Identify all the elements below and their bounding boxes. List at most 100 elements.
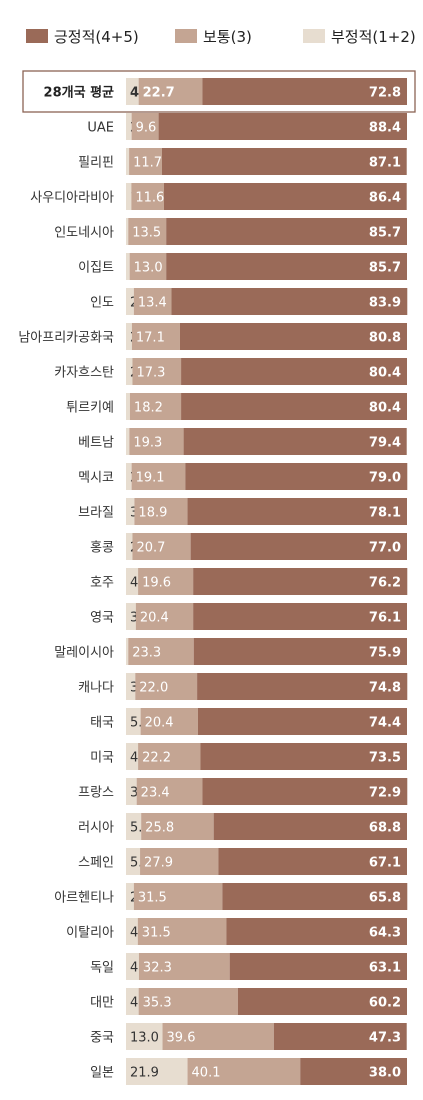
bar-negative	[126, 358, 133, 385]
value-label-neutral: 17.3	[136, 366, 165, 381]
legend-item-neutral: 보통(3)	[175, 22, 252, 50]
category-label: 아르헨티나	[54, 891, 114, 906]
value-label-positive: 76.2	[369, 576, 401, 591]
bar-negative	[126, 988, 139, 1015]
bar-neutral	[136, 778, 203, 805]
category-label: 이탈리아	[66, 926, 114, 941]
bar-neutral	[132, 358, 182, 385]
bar-neutral	[133, 288, 172, 315]
bar-negative	[126, 603, 136, 630]
bar-positive	[200, 743, 407, 770]
value-label-positive: 85.7	[369, 226, 401, 241]
category-label: 이집트	[78, 261, 114, 276]
value-label-positive: 80.4	[369, 366, 401, 381]
value-label-neutral: 13.0	[134, 261, 163, 276]
value-label-neutral: 9.6	[136, 121, 157, 136]
value-label-neutral: 40.1	[192, 1066, 221, 1081]
bar-positive	[300, 1058, 407, 1085]
bar-neutral	[137, 918, 227, 945]
bar-positive	[273, 1023, 407, 1050]
value-label-positive: 80.8	[369, 331, 401, 346]
value-label-positive: 38.0	[369, 1066, 401, 1081]
value-label-neutral: 11.7	[133, 156, 162, 171]
value-label-positive: 65.8	[369, 891, 401, 906]
value-label-negative: 21.9	[130, 1066, 159, 1081]
category-label: 인도네시아	[54, 226, 114, 241]
bar-neutral	[135, 673, 198, 700]
category-label: 남아프리카공화국	[18, 331, 114, 346]
value-label-neutral: 13.5	[132, 226, 161, 241]
bar-negative	[126, 1023, 163, 1050]
bar-positive	[197, 708, 407, 735]
bar-neutral	[138, 743, 201, 770]
bar-negative	[126, 183, 132, 210]
bar-negative	[126, 148, 130, 175]
category-label: 영국	[90, 611, 114, 626]
value-label-neutral: 22.2	[142, 751, 171, 766]
value-label-positive: 72.8	[369, 86, 401, 101]
bar-positive	[181, 358, 407, 385]
bar-positive	[193, 603, 407, 630]
bar-positive	[185, 463, 408, 490]
bar-negative	[126, 78, 139, 105]
category-label: 호주	[90, 576, 114, 591]
bar-positive	[163, 183, 407, 210]
value-label-negative: 13.0	[130, 1031, 159, 1046]
value-label-neutral: 20.4	[145, 716, 174, 731]
value-label-neutral: 31.5	[138, 891, 167, 906]
category-label: 홍콩	[90, 541, 114, 556]
value-label-neutral: 27.9	[144, 856, 173, 871]
bar-positive	[193, 638, 407, 665]
bar-neutral	[138, 988, 238, 1015]
value-label-positive: 64.3	[369, 926, 401, 941]
bar-neutral	[129, 253, 167, 280]
bar-neutral	[129, 393, 182, 420]
legend: 긍정적(4+5) 보통(3) 부정적(1+2)	[0, 22, 423, 50]
category-label: 브라질	[78, 506, 114, 521]
bar-neutral	[129, 148, 162, 175]
value-label-positive: 75.9	[369, 646, 401, 661]
category-label: 미국	[90, 751, 114, 766]
bar-neutral	[131, 463, 186, 490]
bar-neutral	[140, 708, 198, 735]
bar-negative	[126, 428, 130, 455]
bar-neutral	[128, 218, 167, 245]
value-label-positive: 85.7	[369, 261, 401, 276]
bar-positive	[222, 883, 408, 910]
category-label: 러시아	[78, 821, 114, 836]
legend-swatch-neutral	[175, 29, 197, 43]
value-label-positive: 78.1	[369, 506, 401, 521]
category-label: 독일	[90, 961, 114, 976]
bar-negative	[126, 883, 134, 910]
category-label: 28개국 평균	[44, 85, 114, 101]
legend-swatch-positive	[26, 29, 48, 43]
value-label-neutral: 31.5	[142, 926, 171, 941]
value-label-positive: 83.9	[369, 296, 401, 311]
value-label-positive: 73.5	[369, 751, 401, 766]
category-label: 카자흐스탄	[54, 366, 114, 381]
bar-negative	[126, 463, 132, 490]
bar-negative	[126, 708, 141, 735]
value-label-neutral: 11.6	[135, 191, 164, 206]
bar-positive	[190, 533, 407, 560]
bar-neutral	[129, 428, 184, 455]
bar-neutral	[138, 568, 194, 595]
bar-negative	[126, 953, 139, 980]
bar-positive	[226, 918, 407, 945]
bar-neutral	[128, 638, 194, 665]
value-label-neutral: 19.6	[142, 576, 171, 591]
bar-negative	[126, 498, 135, 525]
bar-positive	[179, 323, 407, 350]
bar-positive	[166, 253, 407, 280]
legend-label-neutral: 보통(3)	[203, 27, 252, 46]
value-label-positive: 76.1	[369, 611, 401, 626]
bar-neutral	[132, 533, 191, 560]
value-label-positive: 80.4	[369, 401, 401, 416]
bar-negative	[126, 323, 132, 350]
value-label-positive: 77.0	[369, 541, 401, 556]
bar-positive	[187, 498, 407, 525]
bar-positive	[161, 148, 407, 175]
bar-positive	[181, 393, 407, 420]
value-label-positive: 74.8	[369, 681, 401, 696]
bar-negative	[126, 918, 138, 945]
